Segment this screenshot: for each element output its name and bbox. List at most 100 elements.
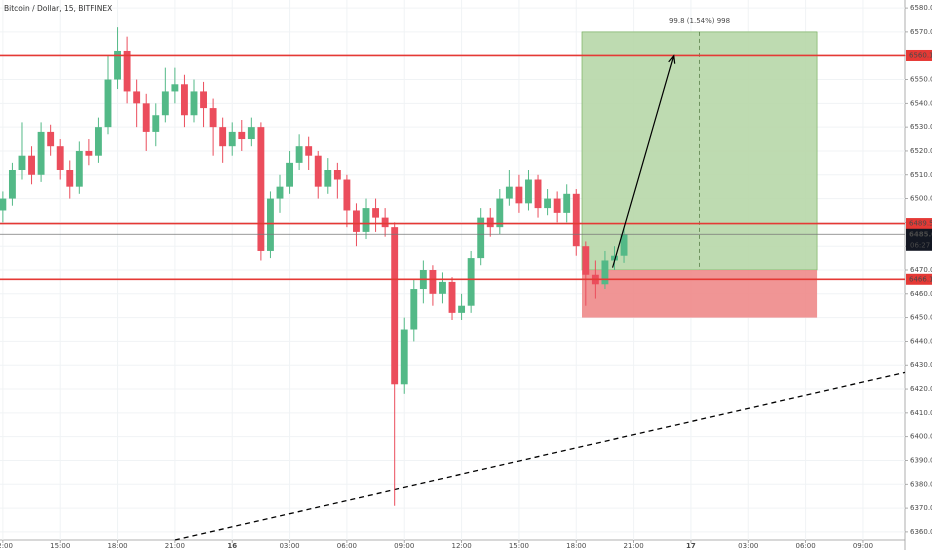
- candle-body: [142, 103, 150, 132]
- candle-body: [247, 127, 255, 140]
- candle-body: [75, 150, 83, 187]
- candle-body: [324, 170, 332, 187]
- x-tick-label: 09:00: [394, 542, 414, 550]
- candle-body: [37, 131, 45, 175]
- y-tick-label: 6390.0: [910, 456, 932, 464]
- y-tick-label: 6360.0: [910, 528, 932, 536]
- candle-body: [505, 186, 513, 199]
- x-tick-label: 03:00: [738, 542, 758, 550]
- candle-body: [28, 155, 35, 175]
- candle-body: [553, 198, 561, 213]
- candle-body: [238, 131, 246, 140]
- candle-body: [104, 79, 112, 128]
- candle-body: [56, 146, 64, 170]
- candle-body: [572, 193, 580, 247]
- candle-body: [219, 127, 227, 147]
- y-tick-label: 6580.0: [910, 4, 932, 12]
- candle-body: [477, 217, 485, 259]
- candle-body: [362, 208, 370, 232]
- candle-body: [181, 84, 188, 116]
- arrow-shaft: [611, 55, 675, 268]
- candle-body: [458, 305, 466, 313]
- y-tick-label: 6410.0: [910, 409, 932, 417]
- y-tick-label: 6400.0: [910, 433, 932, 441]
- x-tick-label: 15:00: [509, 542, 529, 550]
- candle-body: [611, 255, 618, 261]
- candle-body: [353, 210, 360, 232]
- x-tick-label: 09:00: [853, 542, 873, 550]
- candle-body: [200, 91, 207, 109]
- candle-body: [94, 127, 102, 156]
- y-tick-label: 6540.0: [910, 99, 932, 107]
- y-tick-label: 6510.0: [910, 171, 932, 179]
- current-price-box: [906, 228, 932, 251]
- candle-body: [66, 170, 74, 187]
- candle-body: [525, 179, 532, 204]
- candle-body: [429, 270, 437, 294]
- candle-body: [582, 246, 590, 275]
- candle-body: [305, 146, 313, 156]
- candle-body: [467, 258, 475, 306]
- candle-body: [85, 150, 93, 156]
- x-tick-label: 03:00: [279, 542, 299, 550]
- chart-layer: 99.8 (1.54%) 998: [0, 0, 906, 541]
- candle-body: [276, 186, 284, 199]
- level-label-box: [906, 273, 932, 285]
- y-tick-label: 6430.0: [910, 361, 932, 369]
- candle-body: [410, 289, 418, 330]
- level-label: 6489.5: [909, 220, 932, 228]
- x-tick-label: 21:00: [624, 542, 644, 550]
- trendline: [174, 371, 906, 541]
- candle-body: [8, 170, 16, 199]
- candle-body: [486, 217, 494, 228]
- y-tick-label: 6440.0: [910, 337, 932, 345]
- candle-body: [47, 131, 55, 147]
- candle-body: [286, 162, 294, 187]
- candle-body: [0, 198, 7, 211]
- stop-zone: [581, 270, 818, 318]
- position-label: 99.8 (1.54%) 998: [669, 17, 730, 25]
- candle-body: [343, 179, 351, 211]
- chart-title: Bitcoin / Dollar, 15, BITFINEX: [4, 4, 112, 13]
- candle-body: [372, 208, 380, 218]
- y-tick-label: 6500.0: [910, 195, 932, 203]
- candle-body: [257, 127, 265, 251]
- x-tick-label: 15:00: [50, 542, 70, 550]
- y-tick-label: 6450.0: [910, 314, 932, 322]
- x-tick-label: 12:00: [0, 542, 13, 550]
- candle-body: [161, 91, 169, 116]
- candle-body: [123, 50, 131, 92]
- x-tick-label: 18:00: [566, 542, 586, 550]
- candle-body: [601, 260, 609, 285]
- candle-body: [295, 146, 303, 163]
- candle-body: [190, 91, 198, 116]
- level-label: 6560.1: [909, 51, 932, 59]
- y-tick-label: 6380.0: [910, 480, 932, 488]
- current-price-label: 6485.0: [909, 230, 932, 238]
- x-tick-label: 16: [227, 542, 237, 550]
- level-label-box: [906, 49, 932, 61]
- candle-body: [439, 281, 446, 294]
- x-tick-label: 21:00: [165, 542, 185, 550]
- level-label-box: [906, 218, 932, 230]
- candle-body: [534, 179, 542, 209]
- arrow-head: [668, 54, 676, 64]
- x-tick-label: 17: [686, 542, 696, 550]
- y-tick-label: 6570.0: [910, 28, 932, 36]
- y-tick-label: 6460.0: [910, 290, 932, 298]
- x-tick-label: 18:00: [107, 542, 127, 550]
- x-tick-label: 06:00: [796, 542, 816, 550]
- candle-body: [133, 91, 141, 104]
- x-tick-label: 06:00: [337, 542, 357, 550]
- candle-body: [515, 186, 523, 204]
- y-tick-label: 6370.0: [910, 504, 932, 512]
- candle-body: [563, 193, 571, 213]
- y-tick-label: 6550.0: [910, 76, 932, 84]
- candle-body: [152, 115, 160, 132]
- candle-body: [18, 155, 26, 170]
- y-tick-label: 6530.0: [910, 123, 932, 131]
- y-tick-label: 6470.0: [910, 266, 932, 274]
- x-tick-label: 12:00: [451, 542, 471, 550]
- y-tick-label: 6520.0: [910, 147, 932, 155]
- y-tick-label: 6420.0: [910, 385, 932, 393]
